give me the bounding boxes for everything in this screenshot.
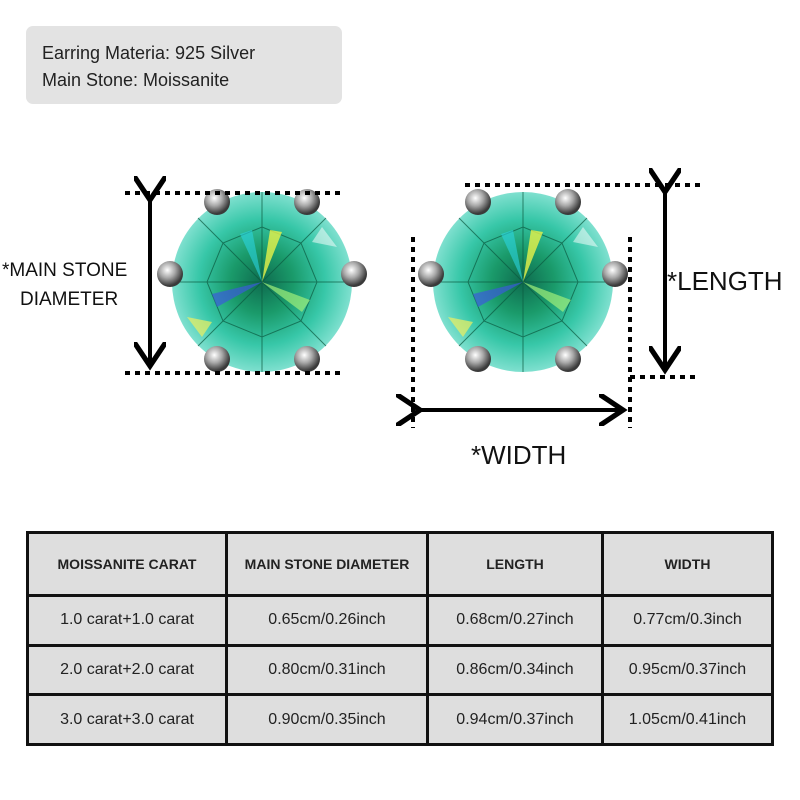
guide-lines (125, 183, 700, 428)
table-row: 1.0 carat+1.0 carat 0.65cm/0.26inch 0.68… (26, 594, 774, 647)
table-row: 2.0 carat+2.0 carat 0.80cm/0.31inch 0.86… (26, 643, 774, 697)
width-label: *WIDTH (471, 440, 567, 470)
table-cell: 0.95cm/0.37inch (601, 643, 774, 697)
table-cell: 0.94cm/0.37inch (426, 693, 604, 746)
table-row: 3.0 carat+3.0 carat 0.90cm/0.35inch 0.94… (26, 693, 774, 746)
right-earring-image (418, 189, 628, 373)
header-carat: MOISSANITE CARAT (26, 531, 228, 597)
table-cell: 2.0 carat+2.0 carat (26, 643, 228, 697)
stone-spec: Main Stone: Moissanite (42, 70, 230, 90)
table-header-row: MOISSANITE CARAT MAIN STONE DIAMETER LEN… (26, 531, 774, 597)
header-length: LENGTH (426, 531, 604, 597)
table-cell: 1.0 carat+1.0 carat (26, 594, 228, 647)
table-cell: 3.0 carat+3.0 carat (26, 693, 228, 746)
table-cell: 0.65cm/0.26inch (225, 594, 429, 647)
diameter-label-line2: DIAMETER (20, 289, 119, 310)
header-width: WIDTH (601, 531, 774, 597)
table-cell: 0.90cm/0.35inch (225, 693, 429, 746)
spec-box: Earring Materia: 925 Silver Main Stone: … (26, 26, 342, 104)
material-spec: Earring Materia: 925 Silver (42, 43, 256, 63)
length-label: *LENGTH (667, 266, 783, 296)
dimension-diagram (125, 0, 700, 428)
size-table: MOISSANITE CARAT MAIN STONE DIAMETER LEN… (26, 531, 774, 746)
left-earring-image (157, 189, 367, 373)
diameter-label-line1: *MAIN STONE (2, 260, 128, 281)
header-diameter: MAIN STONE DIAMETER (225, 531, 429, 597)
table-cell: 1.05cm/0.41inch (601, 693, 774, 746)
table-cell: 0.80cm/0.31inch (225, 643, 429, 697)
table-cell: 0.68cm/0.27inch (426, 594, 604, 647)
diameter-label: *MAIN STONE DIAMETER (2, 256, 127, 314)
table-cell: 0.77cm/0.3inch (601, 594, 774, 647)
table-cell: 0.86cm/0.34inch (426, 643, 604, 697)
